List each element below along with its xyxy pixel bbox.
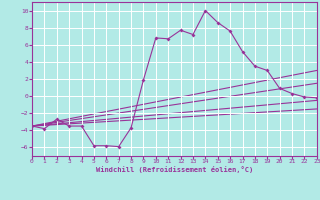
X-axis label: Windchill (Refroidissement éolien,°C): Windchill (Refroidissement éolien,°C)	[96, 166, 253, 173]
